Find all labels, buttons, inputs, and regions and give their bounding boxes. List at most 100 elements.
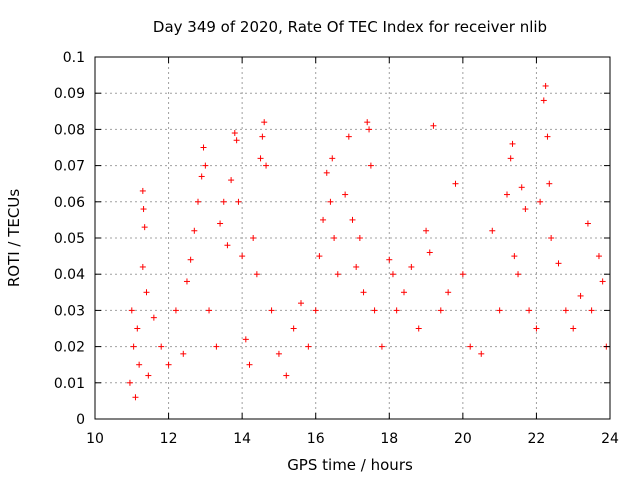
data-point [253, 271, 260, 278]
data-point [445, 289, 452, 296]
data-point [150, 314, 157, 321]
data-point [213, 343, 220, 350]
data-point [504, 191, 510, 198]
x-tick-label: 10 [86, 431, 104, 447]
data-point [132, 394, 139, 401]
x-tick-label: 18 [380, 431, 398, 447]
y-tick-label: 0.1 [63, 50, 85, 66]
data-point [200, 144, 207, 151]
data-point [342, 191, 349, 198]
data-point [353, 263, 360, 270]
y-tick-label: 0.03 [54, 303, 85, 319]
data-point [423, 227, 430, 234]
x-tick-label: 12 [160, 431, 178, 447]
data-point [139, 187, 146, 194]
data-point [533, 325, 540, 332]
data-point [231, 130, 238, 137]
data-point [263, 162, 270, 169]
data-point [130, 343, 137, 350]
data-point [522, 206, 529, 213]
data-point [401, 289, 407, 296]
data-point [452, 180, 459, 187]
data-point [334, 271, 341, 278]
data-point [371, 307, 378, 314]
data-point [584, 220, 591, 227]
data-point [224, 242, 231, 249]
data-point [298, 300, 304, 307]
data-point [459, 271, 466, 278]
data-point [548, 235, 555, 241]
data-point [430, 122, 437, 129]
data-point [478, 350, 485, 357]
y-tick-label: 0.06 [54, 195, 85, 211]
data-point [275, 350, 282, 357]
data-point [378, 343, 385, 350]
data-point [356, 235, 363, 241]
data-point [139, 263, 146, 270]
data-point [257, 155, 264, 162]
data-point [327, 198, 334, 205]
data-point [415, 325, 422, 332]
data-point [408, 263, 415, 270]
plot-frame [94, 56, 611, 420]
data-point [228, 177, 235, 184]
data-point [546, 180, 553, 187]
data-point [242, 336, 249, 343]
data-point [599, 278, 606, 285]
data-point [345, 133, 352, 140]
y-tick-label: 0.07 [54, 159, 85, 175]
data-point [143, 289, 150, 296]
data-point [198, 173, 205, 180]
grid-lines [95, 57, 610, 419]
data-point [183, 278, 190, 285]
y-tick-label: 0 [76, 412, 85, 428]
data-point [283, 372, 290, 379]
x-tick-label: 16 [307, 431, 325, 447]
data-point [191, 227, 198, 234]
data-point [290, 325, 297, 332]
data-point [349, 216, 356, 223]
data-point [320, 216, 327, 223]
data-point [172, 307, 179, 314]
axes: 10 12 14 16 18 20 22 24 0 0.01 0.02 0.03 0.04 0.05 0.0… [54, 50, 619, 447]
data-point [386, 256, 393, 263]
data-point [206, 307, 213, 314]
data-point [329, 155, 336, 162]
y-tick-label: 0.09 [54, 86, 85, 102]
data-point [126, 379, 133, 386]
data-point [540, 97, 547, 104]
data-point [259, 133, 266, 140]
y-tick-label: 0.08 [54, 122, 85, 138]
chart-title: Day 349 of 2020, Rate Of TEC Index for r… [153, 18, 547, 36]
data-point [165, 361, 172, 368]
y-axis-label: ROTI / TECUs [5, 189, 23, 287]
data-point [526, 307, 533, 314]
data-point [507, 155, 514, 162]
data-point [233, 137, 240, 144]
data-point [235, 198, 242, 205]
data-point [217, 220, 224, 227]
data-point [140, 206, 147, 213]
data-point [515, 271, 522, 278]
data-point [136, 361, 143, 368]
data-point [180, 350, 187, 357]
data-point [158, 343, 165, 350]
data-point [360, 289, 367, 296]
data-points [126, 82, 610, 401]
data-point [145, 372, 152, 379]
x-tick-label: 20 [454, 431, 472, 447]
data-point [518, 184, 525, 191]
data-point [542, 82, 549, 89]
x-tick-label: 14 [233, 431, 251, 447]
data-point [389, 271, 396, 278]
y-tick-label: 0.01 [54, 376, 85, 392]
data-point [489, 227, 496, 234]
data-point [577, 292, 584, 299]
data-point [537, 198, 544, 205]
data-point [202, 162, 209, 169]
x-tick-label: 22 [528, 431, 546, 447]
x-axis-label: GPS time / hours [287, 456, 413, 474]
data-point [316, 253, 323, 260]
data-point [367, 162, 374, 169]
data-point [187, 256, 194, 263]
